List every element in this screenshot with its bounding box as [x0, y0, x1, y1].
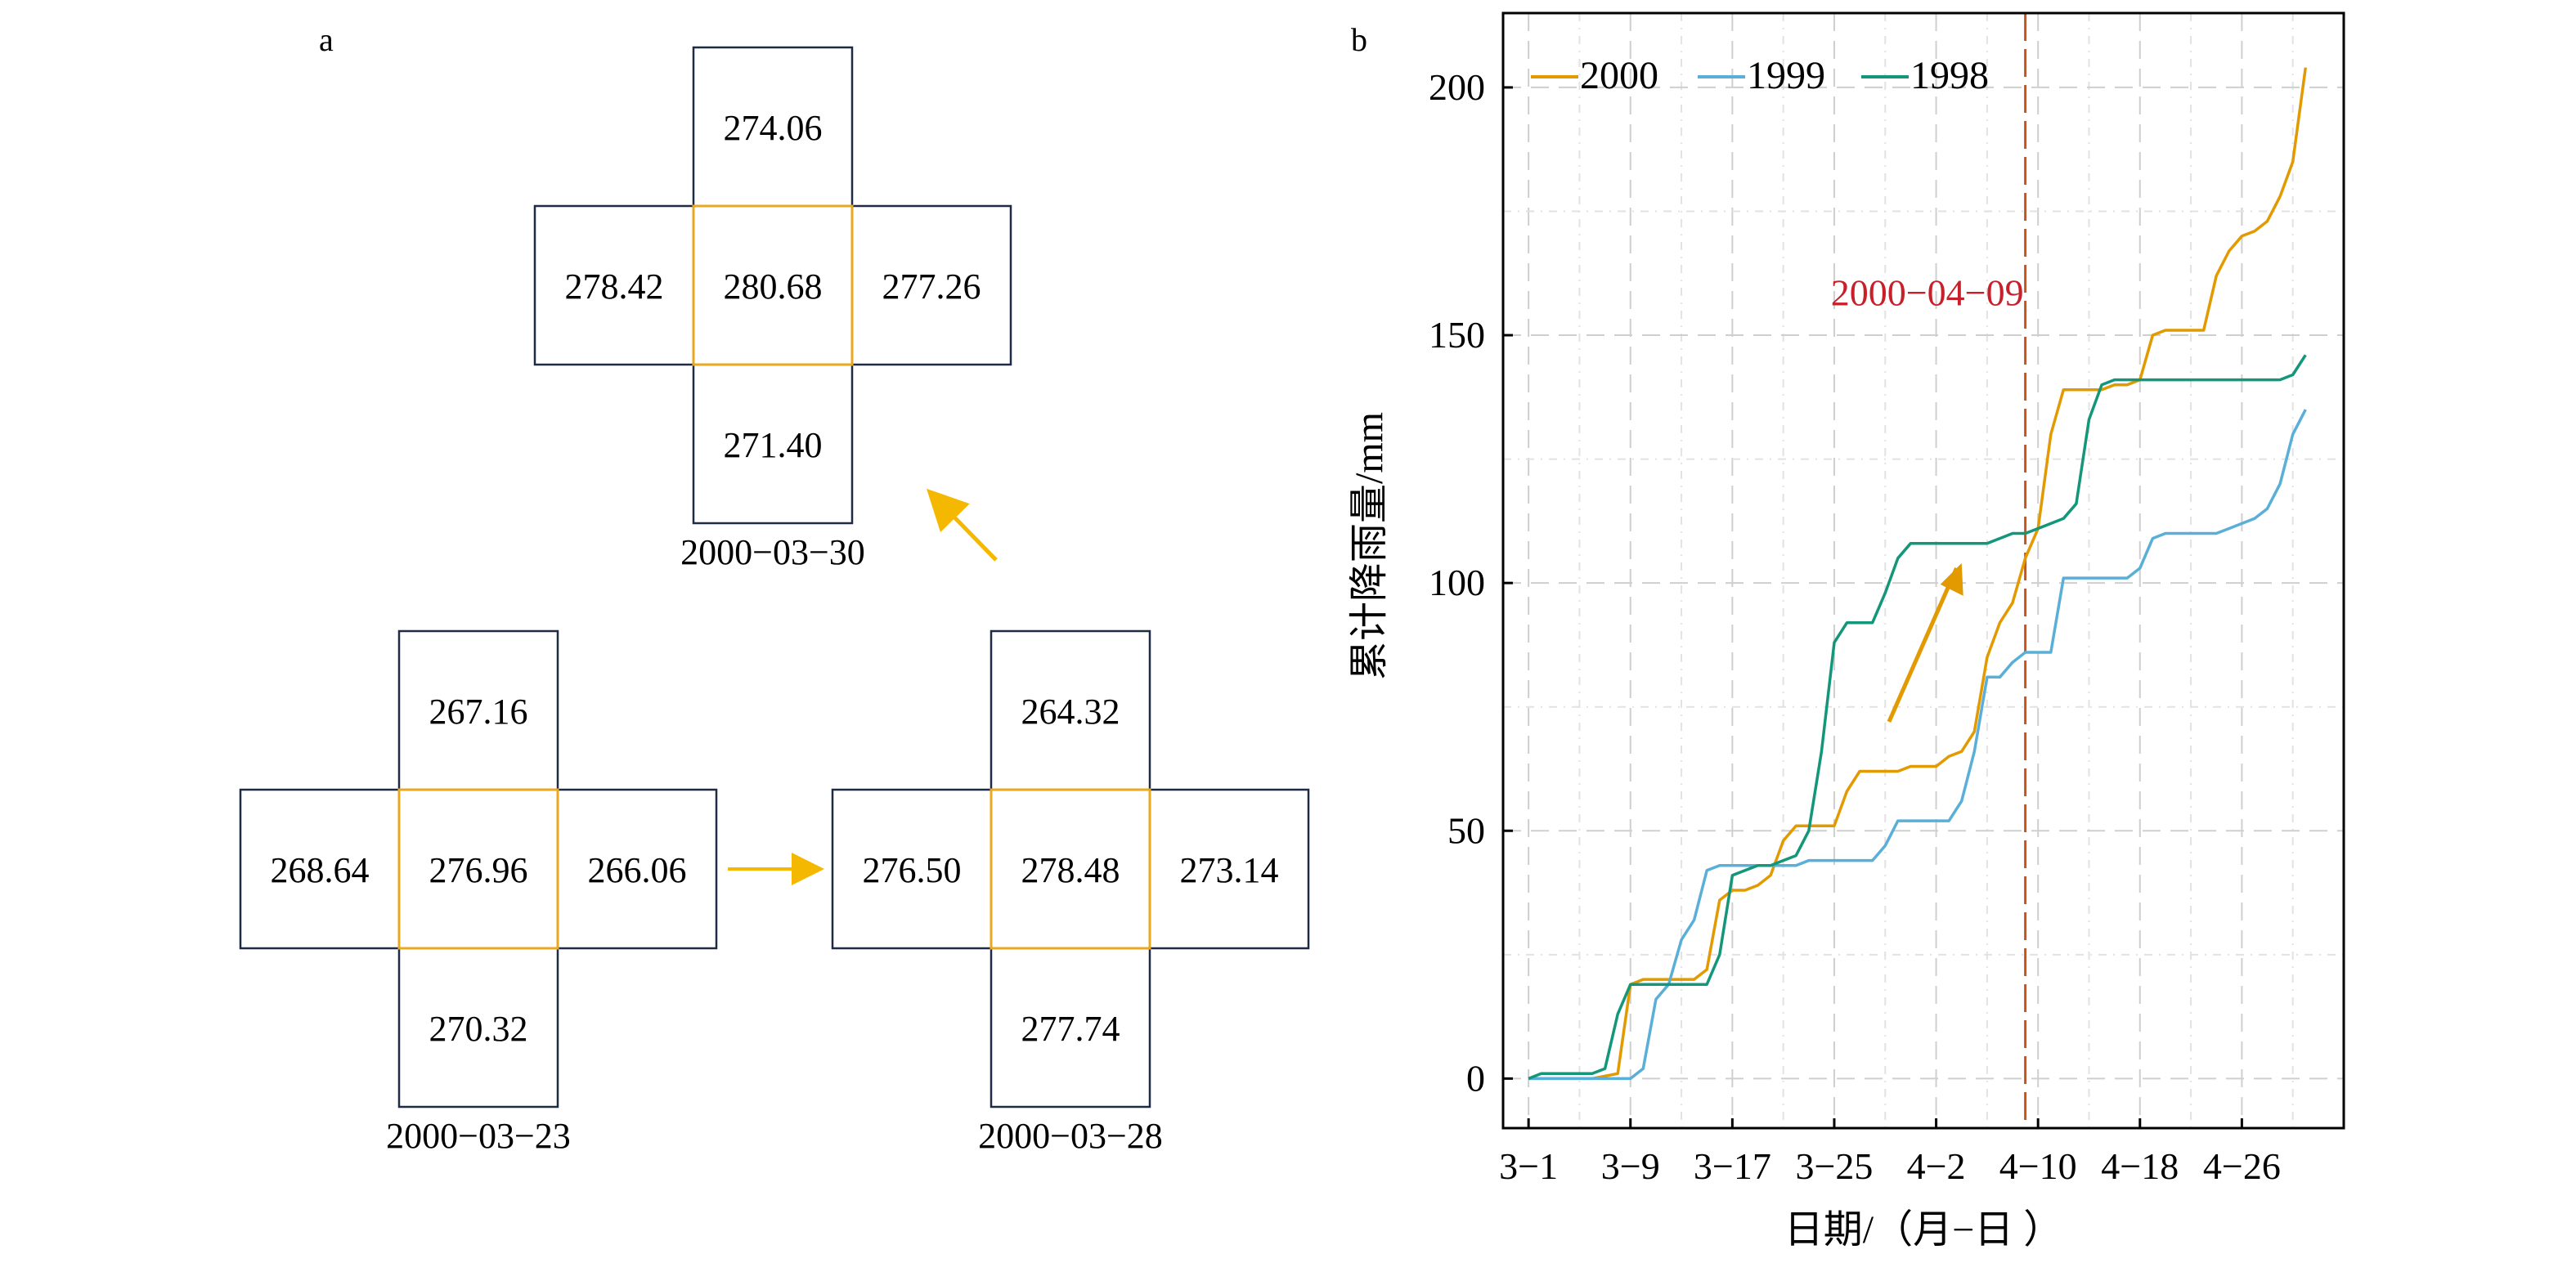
trend-arrow-shaft: [1887, 567, 1959, 723]
cell-value-center: 276.96: [429, 850, 528, 890]
cell-value-top: 267.16: [429, 692, 528, 732]
x-tick-label: 4−2: [1907, 1145, 1966, 1187]
panel-b: b 2000−04−09 3−1 3−9 3−17 3−25 4−2 4−10 4−18 4−2…: [1348, 11, 2345, 1252]
cell-center: [990, 788, 1151, 950]
cross-2000−03−23: 267.16 268.64 276.96 266.06 270.32 2000−03−23: [239, 629, 718, 1156]
cell-value-right: 277.26: [882, 266, 981, 307]
series-line-1999: [1528, 409, 2307, 1081]
x-tick-label: 3−9: [1601, 1145, 1660, 1187]
cell-value-center: 280.68: [724, 266, 823, 307]
cross-2000−03−30: 274.06 278.42 280.68 277.26 271.40 2000−03−30: [533, 46, 1012, 572]
y-tick-label: 0: [1466, 1057, 1485, 1099]
y-tick-label: 100: [1429, 562, 1485, 603]
cross-date-label: 2000−03−23: [386, 1116, 571, 1156]
line-chart: 2000−04−09 3−1 3−9 3−17 3−25 4−2 4−10 4−18 4−26 0…: [1348, 11, 2345, 1252]
cell-value-top: 274.06: [724, 108, 823, 148]
cell-value-bottom: 277.74: [1021, 1009, 1120, 1049]
annotation-label: 2000−04−09: [1831, 272, 2024, 314]
arrow-up-left-icon: [927, 488, 998, 562]
panel-b-label: b: [1351, 21, 1367, 58]
cell-center: [692, 204, 854, 366]
grid: [1503, 13, 2344, 1128]
cell-center: [397, 788, 559, 950]
y-tick-label: 150: [1429, 314, 1485, 356]
series-line-2000: [1528, 67, 2308, 1081]
panel-a-label: a: [319, 21, 334, 58]
x-axis-label: 日期/（月−日 ）: [1784, 1208, 2062, 1252]
cell-value-left: 278.42: [565, 266, 664, 307]
cross-date-label: 2000−03−28: [978, 1116, 1163, 1156]
cell-value-left: 276.50: [863, 850, 962, 890]
legend-label-2000: 2000: [1580, 54, 1658, 97]
cell-value-right: 273.14: [1180, 850, 1279, 890]
cell-value-right: 266.06: [588, 850, 687, 890]
cross-2000−03−28: 264.32 276.50 278.48 273.14 277.74 2000−03−28: [831, 629, 1310, 1156]
x-tick-label: 3−25: [1795, 1145, 1873, 1187]
cell-value-center: 278.48: [1021, 850, 1120, 890]
y-axis-label: 累计降雨量/mm: [1348, 412, 1391, 680]
y-tick-label: 200: [1429, 66, 1485, 108]
x-tick-label: 4−18: [2101, 1145, 2179, 1187]
x-tick-label: 4−26: [2203, 1145, 2281, 1187]
x-tick-label: 3−17: [1694, 1145, 1771, 1187]
legend-label-1999: 1999: [1747, 54, 1825, 97]
cell-value-bottom: 271.40: [724, 425, 823, 465]
y-tick-label: 50: [1447, 809, 1485, 851]
cross-date-label: 2000−03−30: [680, 532, 865, 572]
cell-value-bottom: 270.32: [429, 1009, 528, 1049]
x-tick-label: 3−1: [1499, 1145, 1558, 1187]
panel-a: a 274.06 278.42 280.68 277.26 271.40 2000−03−…: [239, 21, 1310, 1156]
trend-arrow-icon: [1940, 562, 1963, 596]
legend-label-1998: 1998: [1910, 54, 1989, 97]
x-tick-label: 4−10: [1999, 1145, 2077, 1187]
plot-frame: [1501, 11, 2345, 1130]
series-line-1998: [1528, 354, 2307, 1081]
legend: 2000 1999 1998: [1531, 54, 1989, 97]
cell-value-left: 268.64: [271, 850, 370, 890]
cross-diagrams: 274.06 278.42 280.68 277.26 271.40 2000−03−30…: [239, 46, 1310, 1156]
cell-value-top: 264.32: [1021, 692, 1120, 732]
